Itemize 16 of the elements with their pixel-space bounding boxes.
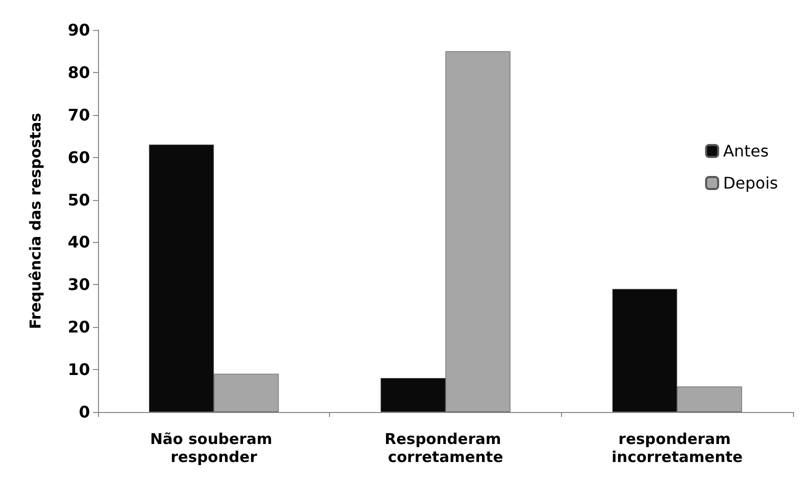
- y-tick-label: 50: [68, 190, 90, 210]
- y-tick-label: 60: [68, 148, 90, 167]
- x-tick-label: responderam incorretamente: [612, 430, 743, 466]
- y-tick-label: 30: [68, 275, 90, 294]
- y-tick-label: 0: [78, 402, 90, 422]
- legend-label: Antes: [723, 142, 769, 160]
- x-tick-label: Não souberam responder: [150, 430, 278, 466]
- y-tick-label: 10: [68, 360, 90, 380]
- y-tick-label: 70: [68, 105, 90, 124]
- y-tick-label: 20: [68, 318, 90, 337]
- x-tick-label: Responderam corretamente: [384, 430, 506, 466]
- y-tick-label: 90: [68, 20, 90, 40]
- legend-label: Depois: [723, 174, 778, 192]
- y-tick-label: 80: [68, 62, 90, 82]
- y-axis-title: Frequência das respostas: [26, 112, 44, 330]
- y-tick-label: 40: [68, 232, 90, 252]
